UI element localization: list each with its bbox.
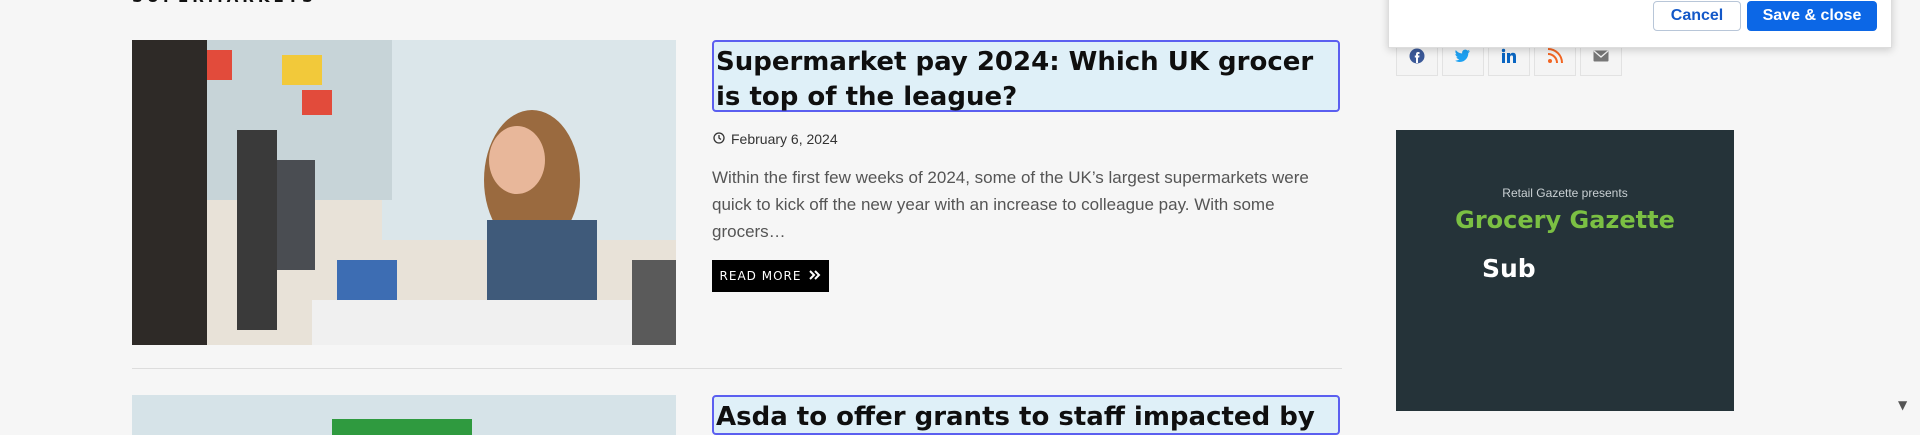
article-title[interactable]: Supermarket pay 2024: Which UK grocer is…: [716, 47, 1314, 112]
clock-icon: [713, 131, 725, 147]
article-title-link[interactable]: Asda to offer grants to staff impacted b…: [712, 395, 1340, 435]
cancel-button[interactable]: Cancel: [1653, 1, 1741, 31]
rss-icon: [1547, 48, 1563, 64]
facebook-icon: [1409, 48, 1425, 64]
advertisement-banner[interactable]: Retail Gazette presents Grocery Gazette …: [1396, 130, 1734, 411]
checkout-photo: [132, 40, 676, 345]
section-title: SUPERMARKETS: [132, 0, 317, 6]
divider: [132, 368, 1342, 369]
article-date: February 6, 2024: [713, 131, 838, 147]
twitter-icon: [1455, 49, 1470, 62]
asda-photo: [132, 395, 676, 435]
article-excerpt: Within the first few weeks of 2024, some…: [712, 168, 1309, 241]
read-more-label: READ MORE: [719, 269, 802, 283]
double-chevron-right-icon: [809, 269, 821, 283]
email-icon: [1593, 50, 1609, 62]
article-title-link[interactable]: Supermarket pay 2024: Which UK grocer is…: [712, 40, 1340, 112]
ad-sub-text: Sub: [1482, 254, 1536, 283]
ad-brand-title: Grocery Gazette: [1455, 206, 1675, 234]
read-more-button[interactable]: READ MORE: [712, 260, 829, 292]
date-text: February 6, 2024: [731, 131, 838, 147]
edit-dialog: Cancel Save & close: [1388, 0, 1892, 48]
save-close-button[interactable]: Save & close: [1747, 1, 1877, 31]
scroll-down-icon[interactable]: ▼: [1898, 398, 1908, 412]
ad-presents-text: Retail Gazette presents: [1502, 186, 1628, 200]
article-title[interactable]: Asda to offer grants to staff impacted b…: [716, 402, 1315, 432]
linkedin-icon: [1501, 48, 1516, 63]
article-image[interactable]: [132, 40, 676, 345]
article-image[interactable]: [132, 395, 676, 435]
